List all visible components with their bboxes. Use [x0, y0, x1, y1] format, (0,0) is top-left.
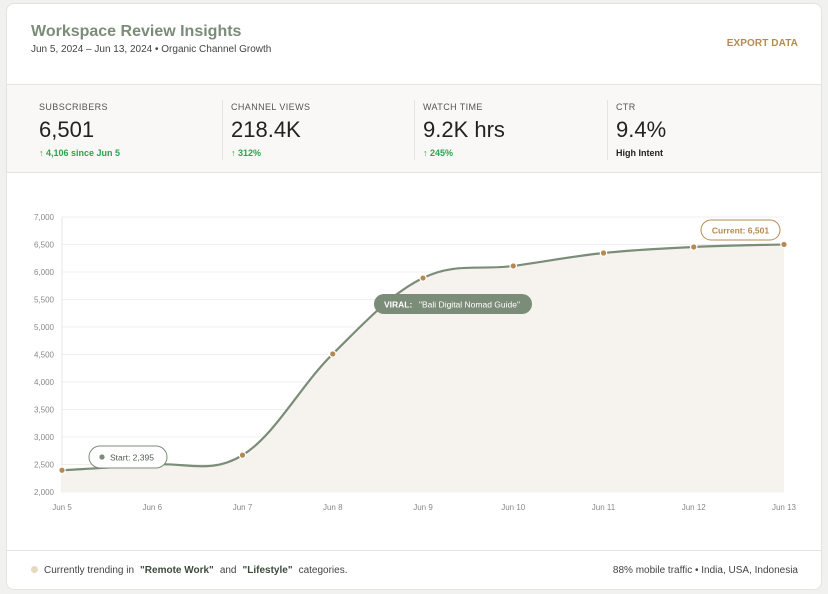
stat-note: High Intent — [616, 148, 663, 158]
data-point — [599, 249, 608, 257]
trending-prefix: Currently trending in — [44, 565, 135, 576]
y-tick-label: 6,000 — [34, 268, 55, 277]
data-point — [238, 451, 247, 459]
traffic-note: 88% mobile traffic • India, USA, Indones… — [612, 565, 798, 576]
data-point — [419, 274, 427, 282]
x-tick-label: Jun 5 — [52, 503, 72, 512]
stat-change: ↑ 4,106 since Jun 5 — [39, 148, 121, 158]
stat-channel-views: CHANNEL VIEWS 218.4K ↑ 312% — [222, 100, 414, 160]
stat-value: 6,501 — [39, 117, 95, 142]
chart-area: 2,000 2,500 3,000 3,500 4,000 4,500 5,000 5,500… — [7, 174, 821, 550]
data-point — [509, 262, 518, 270]
card-header: Workspace Review Insights Jun 5, 2024 – … — [7, 4, 821, 84]
x-tick-label: Jun 13 — [772, 503, 797, 512]
x-tick-label: Jun 11 — [592, 503, 616, 512]
page-title: Workspace Review Insights — [31, 23, 242, 40]
viral-annotation-pill — [374, 294, 532, 314]
trending-suffix: categories. — [298, 565, 348, 576]
stat-change: ↑ 245% — [423, 148, 454, 158]
start-annotation-pill — [88, 445, 168, 469]
stats-row: SUBSCRIBERS 6,501 ↑ 4,106 since Jun 5 CH… — [7, 84, 821, 173]
y-tick-label: 4,500 — [34, 351, 55, 360]
stat-watch-time: WATCH TIME 9.2K hrs ↑ 245% — [414, 100, 606, 160]
data-point — [689, 243, 698, 251]
data-point — [328, 350, 337, 358]
y-tick-label: 7,000 — [34, 213, 55, 222]
x-tick-label: Jun 8 — [323, 503, 343, 512]
export-data-button[interactable]: EXPORT DATA — [726, 38, 798, 49]
x-tick-label: Jun 6 — [142, 503, 162, 512]
y-tick-label: 6,500 — [34, 241, 55, 250]
card-footer: Currently trending in "Remote Work" and "Li… — [7, 550, 821, 589]
insights-card: Workspace Review Insights Jun 5, 2024 – … — [6, 3, 822, 590]
start-dot-icon — [99, 454, 105, 460]
data-point — [780, 240, 788, 249]
x-tick-label: Jun 7 — [233, 503, 253, 512]
stat-label: CTR — [616, 102, 636, 112]
status-dot-icon — [31, 566, 38, 573]
y-tick-label: 3,000 — [34, 433, 55, 442]
stat-ctr: CTR 9.4% High Intent — [607, 100, 797, 160]
trending-joiner: and — [219, 565, 237, 576]
stat-value: 9.4% — [616, 117, 667, 142]
stat-label: CHANNEL VIEWS — [231, 102, 311, 112]
category-lifestyle: "Lifestyle" — [242, 565, 293, 576]
area-fill — [62, 244, 784, 492]
x-tick-label: Jun 10 — [501, 503, 526, 512]
x-tick-label: Jun 9 — [413, 503, 433, 512]
stat-subscribers: SUBSCRIBERS 6,501 ↑ 4,106 since Jun 5 — [31, 100, 221, 160]
current-annotation-label: Current: 6,501 — [712, 226, 769, 236]
trending-note: Currently trending in "Remote Work" and "Li… — [31, 565, 347, 576]
y-tick-label: 2,500 — [34, 461, 55, 470]
y-tick-label: 5,000 — [34, 323, 55, 332]
stat-value: 218.4K — [231, 117, 301, 142]
date-range-subtitle: Jun 5, 2024 – Jun 13, 2024 • Organic Cha… — [31, 44, 272, 55]
viral-video-title: "Bali Digital Nomad Guide" — [419, 300, 520, 310]
viral-tag: VIRAL: — [384, 300, 413, 310]
category-remote-work: "Remote Work" — [140, 565, 214, 576]
y-tick-label: 4,000 — [34, 378, 55, 387]
stat-value: 9.2K hrs — [423, 117, 505, 142]
current-annotation-pill — [700, 219, 781, 241]
subscriber-growth-chart: 2,000 2,500 3,000 3,500 4,000 4,500 5,000 5,500… — [34, 213, 797, 512]
stat-change: ↑ 312% — [231, 148, 262, 158]
stat-label: SUBSCRIBERS — [39, 102, 108, 112]
series-line-subscribers — [60, 243, 786, 472]
y-tick-label: 2,000 — [34, 488, 55, 497]
data-point — [58, 466, 66, 475]
y-tick-label: 5,500 — [34, 296, 55, 305]
stat-label: WATCH TIME — [423, 102, 483, 112]
y-tick-label: 3,500 — [34, 406, 55, 415]
x-tick-label: Jun 12 — [682, 503, 707, 512]
start-annotation-label: Start: 2,395 — [110, 453, 154, 463]
